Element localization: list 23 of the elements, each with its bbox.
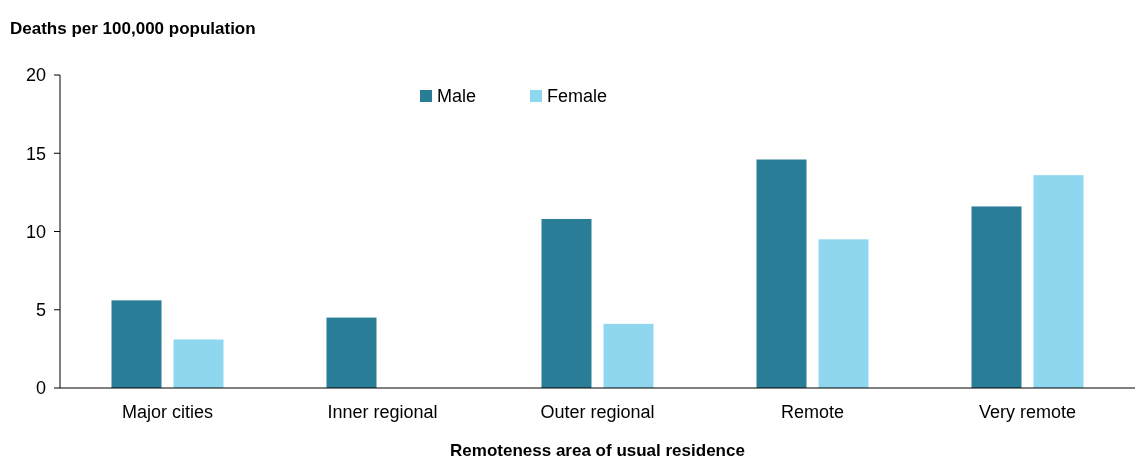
y-tick-label: 10: [25, 221, 46, 242]
bar: [326, 317, 377, 388]
x-tick-label: Outer regional: [540, 402, 655, 422]
y-axis-title: Deaths per 100,000 population: [10, 19, 256, 38]
x-tick-label: Remote: [780, 402, 845, 422]
bar: [818, 239, 869, 388]
x-tick-label: Very remote: [978, 402, 1077, 422]
bar: [111, 300, 162, 388]
bar: [173, 339, 224, 388]
x-tick-label: Inner regional: [327, 402, 438, 422]
bar: [756, 159, 807, 388]
bar: [971, 206, 1022, 388]
y-tick-label: 15: [25, 143, 46, 164]
bar: [541, 218, 592, 388]
y-tick-label: 5: [35, 300, 46, 321]
legend-label: Male: [437, 86, 477, 107]
bar: [603, 323, 654, 388]
x-tick-label: Major cities: [121, 402, 214, 422]
x-axis-title: Remoteness area of usual residence: [450, 441, 745, 460]
legend-label: Female: [547, 86, 608, 107]
bar: [1033, 175, 1084, 388]
y-tick-label: 0: [35, 378, 46, 399]
y-tick-label: 20: [25, 65, 46, 86]
